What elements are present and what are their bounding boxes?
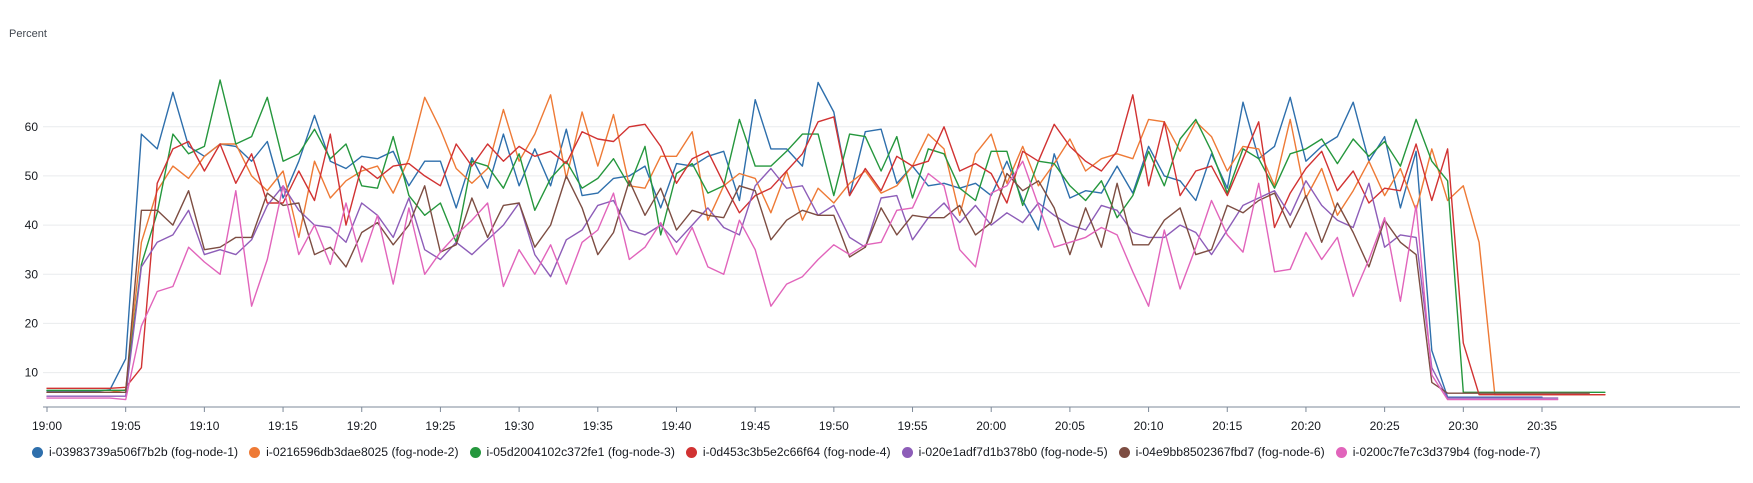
x-tick-label: 20:15 [1212, 419, 1242, 433]
legend-item[interactable]: i-04e9bb8502367fbd7 (fog-node-6) [1118, 445, 1325, 459]
legend-label: i-04e9bb8502367fbd7 (fog-node-6) [1135, 445, 1325, 459]
x-tick-label: 19:30 [504, 419, 534, 433]
x-tick-label: 20:25 [1370, 419, 1400, 433]
x-tick-label: 20:10 [1134, 419, 1164, 433]
legend-label: i-0d453c3b5e2c66f64 (fog-node-4) [702, 445, 891, 459]
legend-item[interactable]: i-020e1adf7d1b378b0 (fog-node-5) [901, 445, 1108, 459]
series-line-4 [46, 94, 1606, 396]
y-tick-label: 40 [25, 218, 39, 232]
legend-label: i-05d2004102c372fe1 (fog-node-3) [486, 445, 675, 459]
legend-swatch [32, 446, 43, 458]
legend-item[interactable]: i-0d453c3b5e2c66f64 (fog-node-4) [685, 445, 891, 459]
x-tick-label: 20:35 [1527, 419, 1557, 433]
legend-label: i-0216596db3dae8025 (fog-node-2) [266, 445, 459, 459]
x-tick-label: 19:15 [268, 419, 298, 433]
series-line-7 [46, 160, 1559, 401]
y-tick-label: 50 [25, 169, 39, 183]
legend-swatch [901, 446, 913, 458]
x-tick-label: 19:25 [425, 419, 455, 433]
x-tick-label: 19:00 [32, 419, 62, 433]
x-tick-label: 19:20 [347, 419, 377, 433]
x-tick-label: 19:50 [819, 419, 849, 433]
x-tick-label: 19:55 [898, 419, 928, 433]
legend-item[interactable]: i-03983739a506f7b2b (fog-node-1) [32, 445, 238, 459]
y-tick-label: 10 [25, 366, 39, 380]
grid [43, 126, 1740, 374]
x-tick-label: 19:35 [583, 419, 613, 433]
series-line-1 [46, 81, 1543, 398]
legend-label: i-0200c7fe7c3d379b4 (fog-node-7) [1352, 445, 1541, 459]
x-tick-label: 20:05 [1055, 419, 1085, 433]
legend-label: i-03983739a506f7b2b (fog-node-1) [49, 445, 239, 459]
y-axis-ticks: 10 20 30 40 50 60 [25, 120, 39, 380]
x-axis-ticks: 19:00 19:05 19:10 19:15 19:20 19:25 19:30 19:35… [32, 407, 1557, 433]
x-tick-label: 19:45 [740, 419, 770, 433]
legend-item[interactable]: i-0216596db3dae8025 (fog-node-2) [249, 445, 459, 459]
x-tick-label: 19:40 [661, 419, 691, 433]
y-tick-label: 30 [25, 267, 39, 281]
series-line-2 [46, 94, 1606, 396]
series-line-3 [46, 79, 1606, 393]
series-line-6 [46, 172, 1590, 394]
y-tick-label: 60 [25, 120, 39, 134]
x-tick-label: 20:20 [1291, 419, 1321, 433]
x-tick-label: 19:05 [111, 419, 141, 433]
y-tick-label: 20 [25, 316, 39, 330]
y-axis-label: Percent [9, 28, 47, 40]
legend: i-03983739a506f7b2b (fog-node-1) i-021659… [32, 440, 1743, 464]
legend-item[interactable]: i-05d2004102c372fe1 (fog-node-3) [469, 445, 675, 459]
legend-swatch [1118, 446, 1130, 458]
legend-swatch [1335, 446, 1347, 458]
legend-item[interactable]: i-0200c7fe7c3d379b4 (fog-node-7) [1335, 445, 1541, 459]
x-tick-label: 20:30 [1448, 419, 1478, 433]
x-tick-label: 20:00 [976, 419, 1006, 433]
legend-label: i-020e1adf7d1b378b0 (fog-node-5) [918, 445, 1108, 459]
legend-swatch [685, 446, 697, 458]
x-tick-label: 19:10 [189, 419, 219, 433]
series-lines [46, 79, 1606, 401]
legend-swatch [469, 446, 481, 458]
legend-swatch [249, 446, 261, 458]
series-line-5 [46, 167, 1559, 399]
